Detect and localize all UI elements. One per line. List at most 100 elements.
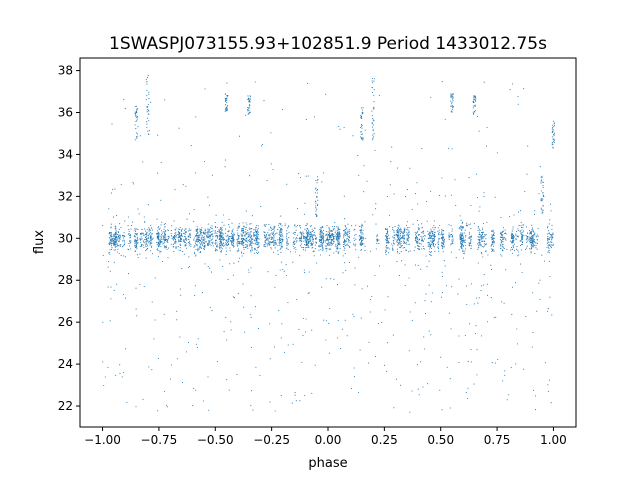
data-point: [428, 260, 430, 262]
y-tick-label: 38: [58, 64, 73, 78]
data-point: [117, 248, 119, 250]
data-point: [399, 233, 402, 235]
data-point: [362, 112, 364, 114]
data-point: [221, 236, 224, 238]
data-point: [372, 214, 374, 216]
data-point: [312, 237, 314, 239]
data-point: [220, 250, 223, 252]
data-point: [547, 245, 549, 247]
data-point: [373, 80, 375, 82]
data-point: [205, 241, 208, 243]
data-point: [178, 232, 180, 235]
data-point: [248, 271, 250, 273]
data-point: [232, 244, 234, 246]
data-point: [142, 244, 144, 246]
data-point: [345, 233, 347, 235]
data-point: [257, 244, 259, 246]
data-point: [540, 190, 542, 192]
data-point: [431, 235, 433, 237]
data-point: [397, 227, 399, 229]
data-point: [428, 244, 430, 246]
data-point: [310, 237, 312, 239]
data-point: [327, 239, 329, 241]
data-point: [552, 129, 554, 131]
data-point: [118, 236, 120, 238]
data-point: [421, 232, 423, 234]
data-point: [206, 236, 208, 238]
data-point: [397, 252, 399, 254]
data-point: [236, 242, 238, 244]
data-point: [163, 235, 165, 237]
data-point: [463, 241, 465, 243]
data-point: [241, 252, 243, 254]
data-point: [360, 232, 362, 234]
data-point: [120, 236, 122, 238]
data-point: [392, 247, 394, 249]
data-point: [531, 237, 533, 239]
data-point: [549, 219, 551, 221]
data-point: [304, 238, 306, 240]
data-point: [330, 242, 332, 244]
data-point: [304, 241, 306, 243]
data-point: [255, 234, 257, 237]
data-point: [465, 225, 467, 227]
data-point: [388, 237, 390, 239]
data-point: [174, 237, 176, 239]
data-point: [257, 225, 259, 227]
data-point: [175, 240, 177, 242]
data-point: [279, 244, 281, 246]
data-point: [407, 229, 409, 231]
data-point: [517, 229, 519, 231]
data-point: [423, 238, 426, 240]
data-point: [462, 225, 464, 228]
data-point: [287, 225, 290, 227]
data-point: [371, 86, 373, 88]
data-point: [295, 236, 297, 239]
data-point: [210, 239, 212, 241]
data-point: [504, 232, 506, 235]
data-point: [115, 240, 117, 242]
data-point: [247, 244, 249, 246]
data-point: [377, 322, 380, 325]
data-point: [360, 238, 362, 240]
y-tick-label: 24: [58, 357, 73, 371]
data-point: [510, 247, 513, 249]
data-point: [329, 254, 331, 256]
data-point: [336, 233, 338, 235]
data-point: [452, 240, 454, 242]
data-point: [117, 231, 119, 233]
data-point: [364, 129, 366, 131]
data-point: [231, 241, 233, 243]
data-point: [502, 380, 504, 382]
x-tick-label: 1.00: [540, 433, 567, 447]
data-point: [519, 230, 521, 232]
data-point: [353, 243, 355, 245]
data-point: [450, 93, 452, 95]
data-point: [238, 237, 240, 239]
data-point: [362, 107, 364, 109]
data-point: [226, 101, 228, 104]
data-point: [196, 235, 198, 237]
data-point: [482, 240, 484, 242]
data-point: [451, 239, 453, 241]
data-point: [512, 238, 514, 240]
data-point: [178, 234, 180, 236]
data-point: [363, 243, 365, 245]
data-point: [311, 233, 313, 235]
data-point: [203, 233, 206, 235]
data-point: [161, 241, 163, 243]
data-point: [256, 240, 258, 242]
data-point: [532, 238, 534, 240]
data-point: [108, 232, 111, 234]
data-point: [129, 234, 132, 237]
data-point: [490, 264, 492, 266]
data-point: [533, 231, 535, 233]
data-point: [526, 245, 528, 247]
data-point: [376, 234, 378, 236]
data-point: [125, 297, 127, 299]
data-point: [189, 265, 191, 268]
data-point: [371, 91, 373, 94]
data-point: [306, 233, 308, 235]
data-point: [207, 266, 209, 268]
data-point: [321, 226, 323, 229]
